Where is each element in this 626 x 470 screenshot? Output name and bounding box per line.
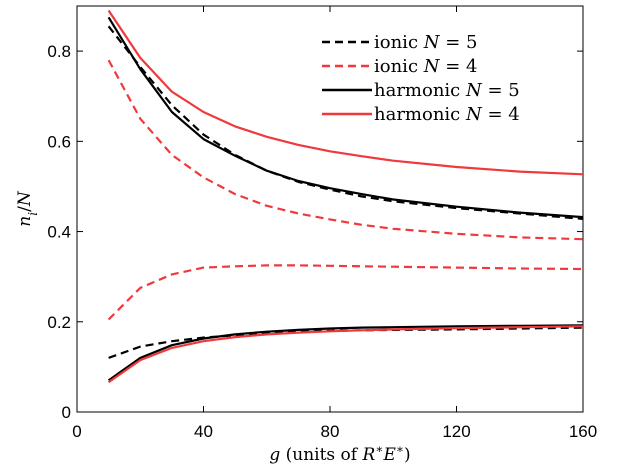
series-layer xyxy=(107,9,584,384)
legend: ionic N = 5 ionic N = 4 harmonic N = 5 harm… xyxy=(322,32,520,125)
legend-item: ionic N = 4 xyxy=(322,56,477,77)
series-line-4 xyxy=(107,16,584,219)
x-axis-title: g (units of R∗E∗) xyxy=(269,442,410,465)
legend-item: harmonic N = 4 xyxy=(322,104,520,125)
svg-text:g (units of R∗E∗): g (units of R∗E∗) xyxy=(269,442,410,465)
y-tick-label: 0.8 xyxy=(47,42,71,61)
y-tick-label: 0 xyxy=(62,403,71,422)
legend-item: harmonic N = 5 xyxy=(322,80,520,101)
x-tick-label: 80 xyxy=(321,422,340,441)
x-tick-label: 40 xyxy=(194,422,213,441)
x-tick-label: 160 xyxy=(569,422,597,441)
x-tick-label: 120 xyxy=(442,422,470,441)
y-tick-label: 0.6 xyxy=(47,132,71,151)
legend-label: ionic N = 5 xyxy=(374,32,477,53)
legend-label: ionic N = 4 xyxy=(374,56,477,77)
series-line-7 xyxy=(107,325,584,384)
legend-item: ionic N = 5 xyxy=(322,32,477,53)
series-line-3 xyxy=(107,264,584,321)
series-line-6 xyxy=(107,9,584,176)
x-tick-label: 0 xyxy=(72,422,81,441)
series-line-1 xyxy=(108,326,584,359)
legend-label: harmonic N = 5 xyxy=(374,80,520,101)
y-tick-label: 0.2 xyxy=(47,313,71,332)
plot-area xyxy=(76,5,584,413)
tick-layer: 0 40 80 120 160 0 0.2 0.4 0.6 0.8 xyxy=(47,6,597,441)
y-axis-title: ni/N xyxy=(15,190,40,227)
legend-label: harmonic N = 4 xyxy=(374,104,520,125)
series-line-5 xyxy=(107,324,584,382)
svg-text:ni/N: ni/N xyxy=(15,190,40,227)
y-tick-label: 0.4 xyxy=(47,223,71,242)
